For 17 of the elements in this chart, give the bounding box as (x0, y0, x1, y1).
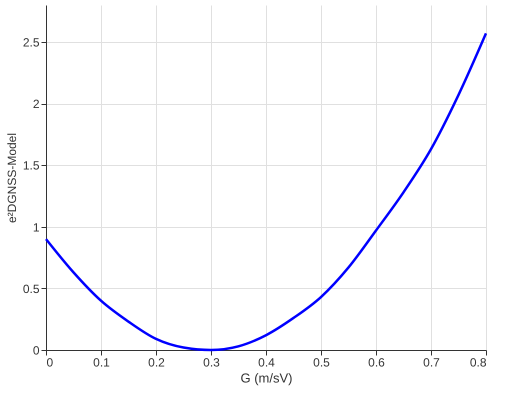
x-tick-label: 0.7 (423, 356, 440, 370)
x-tick-label: 0.5 (313, 356, 330, 370)
y-tick-label: 2 (32, 97, 40, 112)
y-tick-label: 0.5 (22, 282, 40, 296)
x-tick-label: 0.6 (368, 356, 386, 370)
x-tick-label: 0.1 (93, 356, 110, 370)
y-tick-label: 1 (32, 220, 40, 234)
x-tick-label: 0.2 (148, 356, 166, 370)
x-tick-label: 0 (46, 356, 54, 370)
x-tick-label: 0.3 (203, 356, 220, 370)
x-tick-label: 0.4 (258, 356, 276, 370)
x-axis-title: G (m/sV) (240, 370, 292, 386)
y-tick-label: 1.5 (22, 158, 40, 173)
x-tick-label: 0.8 (470, 356, 487, 370)
y-tick-label: 0 (32, 344, 40, 358)
y-tick-label: 2.5 (22, 35, 40, 50)
y-axis-title: e²DGNSS-Model (4, 132, 19, 224)
